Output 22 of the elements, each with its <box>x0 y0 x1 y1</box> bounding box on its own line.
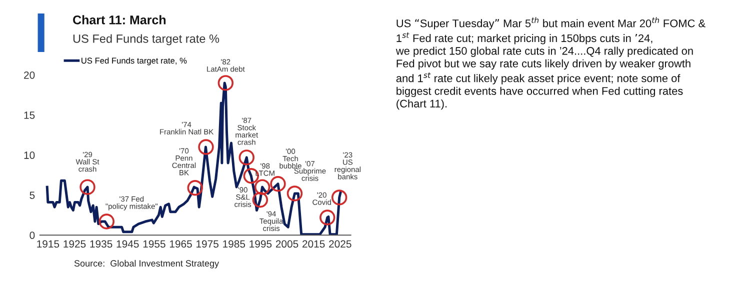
x-tick-label: 1995 <box>250 240 272 248</box>
x-tick-label: 2015 <box>302 240 325 248</box>
text: US “Super Tuesday” Mar 5$^{th}$ but main event Mar 20$^{th}$ FOMC & 1$^{st}$ Fed rate cut; market pricing in 150bps cuts in ’24, we predict 150 global rate cuts in ’24....Q4 rally predicated on Fed pivot but we say rate cuts likely driven by weaker growth and 1$^{st}$ rate cut likely peak asset price event; note some of biggest credit events have occurred when Fed cutting rates (Chart 11). <box>396 17 706 110</box>
x-tick-label: 1945 <box>116 240 139 248</box>
x-tick-label: 1965 <box>170 240 192 248</box>
x-tick-label: 1975 <box>196 240 218 248</box>
y-tick-label: 20 <box>24 71 35 79</box>
x-tick-label: 2005 <box>276 240 298 248</box>
x-tick-label: 1935 <box>90 240 112 248</box>
source-note: Source: Global Investment Strategy <box>74 260 219 268</box>
y-tick-label: 0 <box>30 232 35 239</box>
y-tick-label: 5 <box>30 192 35 199</box>
x-tick-label: 2025 <box>329 240 352 248</box>
x-tick-label: 1985 <box>223 240 246 248</box>
x-tick-label: 1915 <box>37 240 60 248</box>
y-tick-label: 10 <box>24 152 35 159</box>
legend-label: US Fed Funds target rate, % <box>82 57 187 66</box>
x-tick-label: 1955 <box>143 240 166 248</box>
y-tick-label: 15 <box>24 112 35 119</box>
x-tick-label: 1925 <box>64 240 86 248</box>
chart-title: Chart 11: March <box>73 15 166 24</box>
chart-subtitle: US Fed Funds target rate % <box>73 34 220 46</box>
